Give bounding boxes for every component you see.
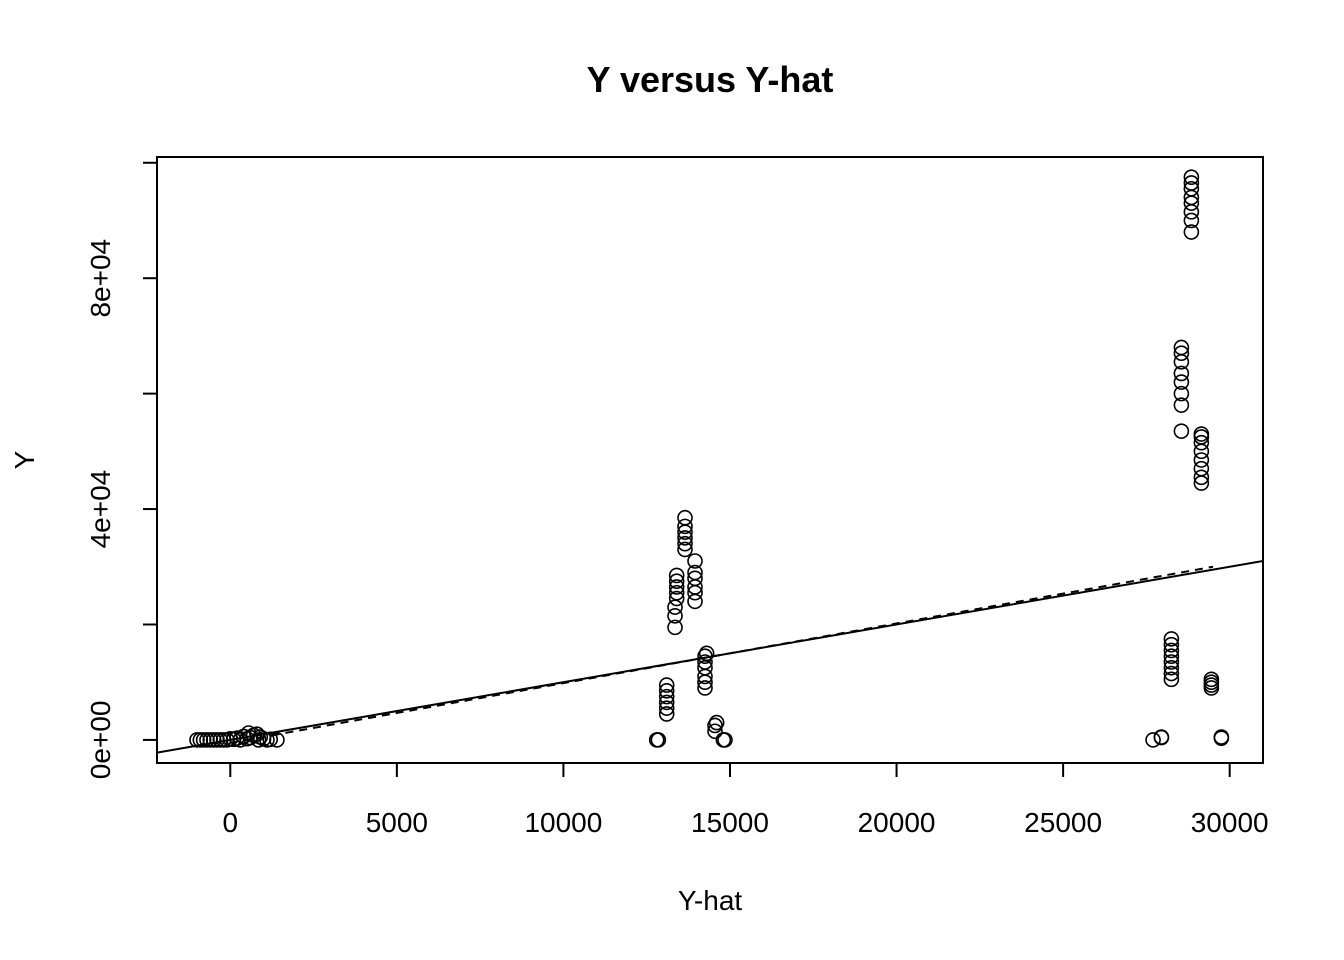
x-tick-label: 5000: [366, 807, 428, 838]
data-point: [668, 567, 685, 584]
data-point: [697, 680, 713, 696]
data-point: [677, 535, 693, 552]
data-point: [658, 677, 675, 693]
data-point: [1153, 729, 1170, 746]
x-tick-label: 25000: [1024, 807, 1102, 838]
data-point: [658, 683, 675, 699]
data-point: [1203, 671, 1220, 688]
data-point: [1163, 648, 1180, 665]
data-point: [698, 645, 715, 662]
x-tick-label: 15000: [691, 807, 769, 838]
data-point: [668, 590, 685, 607]
data-point: [269, 732, 285, 748]
data-point: [1193, 426, 1210, 442]
data-point: [1213, 729, 1230, 745]
data-point: [658, 694, 675, 711]
x-tick-label: 10000: [524, 807, 602, 838]
data-point: [697, 648, 713, 665]
data-point: [668, 584, 685, 601]
data-point: [687, 564, 703, 581]
data-point: [1173, 397, 1190, 413]
data-point: [658, 688, 675, 705]
data-point: [687, 593, 703, 610]
data-point: [677, 509, 693, 526]
data-point: [1183, 212, 1200, 229]
data-point: [707, 723, 723, 740]
data-point: [1163, 659, 1180, 676]
data-point: [707, 717, 723, 734]
x-tick-label: 30000: [1191, 807, 1269, 838]
data-point: [1173, 365, 1190, 382]
data-point: [1173, 374, 1190, 390]
data-point: [1145, 732, 1161, 748]
data-point: [667, 608, 683, 624]
data-point: [650, 732, 667, 748]
data-point: [1163, 654, 1180, 670]
y-axis: 0e+00 4e+04 8e+04: [85, 161, 158, 780]
data-point: [677, 530, 693, 546]
data-point: [658, 700, 675, 716]
y-tick-label: 4e+04: [85, 470, 116, 549]
data-point: [677, 541, 693, 558]
data-point: [1193, 460, 1210, 477]
data-point: [1193, 452, 1210, 468]
data-point: [1183, 175, 1200, 191]
data-point: [708, 714, 725, 731]
data-point: [1163, 642, 1180, 659]
data-point: [667, 619, 683, 636]
data-point: [1183, 224, 1200, 240]
data-point: [1193, 434, 1210, 451]
data-point: [658, 706, 675, 722]
data-point: [1193, 469, 1210, 486]
data-points: [189, 169, 1230, 748]
data-point: [1173, 339, 1190, 356]
dashed-fit-line: [230, 565, 1214, 744]
x-tick-label: 0: [223, 807, 239, 838]
data-point: [1193, 443, 1210, 460]
data-point: [697, 654, 713, 670]
data-point: [262, 731, 279, 748]
chart-title: Y versus Y-hat: [587, 59, 834, 100]
data-point: [1183, 169, 1200, 185]
data-point: [715, 732, 732, 748]
data-point: [1163, 631, 1180, 647]
data-point: [677, 518, 693, 535]
data-point: [687, 553, 703, 569]
data-point: [668, 579, 685, 595]
data-point: [687, 570, 703, 587]
data-point: [1173, 345, 1190, 362]
y-axis-title: Y: [9, 450, 40, 469]
data-point: [1163, 665, 1180, 682]
data-point: [1183, 204, 1200, 220]
x-tick-label: 20000: [858, 807, 936, 838]
data-point: [1183, 180, 1200, 197]
x-axis: 0 5000 10000 15000 20000 25000 30000: [223, 762, 1269, 838]
data-point: [1163, 671, 1180, 688]
data-point: [1173, 385, 1190, 402]
data-point: [1173, 423, 1190, 439]
data-point: [1163, 636, 1180, 653]
x-axis-title: Y-hat: [678, 885, 743, 916]
data-point: [668, 573, 685, 590]
y-tick-label: 8e+04: [85, 239, 116, 318]
y-tick-label: 0e+00: [85, 701, 116, 780]
